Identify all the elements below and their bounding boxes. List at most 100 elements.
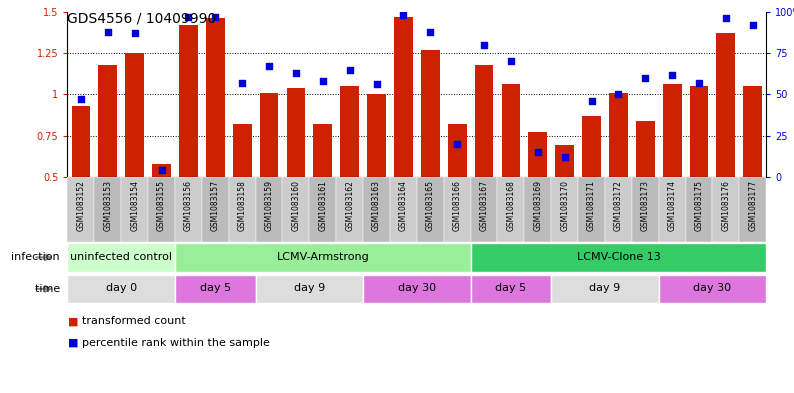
Text: GSM1083153: GSM1083153 <box>103 180 112 231</box>
Bar <box>605 177 632 242</box>
Text: GSM1083164: GSM1083164 <box>399 180 408 231</box>
Text: GSM1083155: GSM1083155 <box>157 180 166 231</box>
Point <box>317 78 330 84</box>
Bar <box>394 17 413 177</box>
Bar <box>67 177 94 242</box>
Bar <box>256 275 363 303</box>
Point <box>182 14 195 20</box>
Text: GSM1083177: GSM1083177 <box>748 180 757 231</box>
Text: day 5: day 5 <box>495 283 526 293</box>
Bar <box>609 93 628 177</box>
Bar <box>502 84 520 177</box>
Bar <box>363 275 471 303</box>
Bar <box>663 84 681 177</box>
Text: day 9: day 9 <box>589 283 621 293</box>
Bar <box>636 121 655 177</box>
Text: percentile rank within the sample: percentile rank within the sample <box>82 338 270 348</box>
Point <box>370 81 383 88</box>
Bar <box>471 243 766 272</box>
Bar <box>341 86 359 177</box>
Bar <box>229 177 256 242</box>
Text: GSM1083175: GSM1083175 <box>695 180 703 231</box>
Point <box>397 12 410 18</box>
Text: GSM1083156: GSM1083156 <box>184 180 193 231</box>
Point <box>236 80 249 86</box>
Bar <box>659 275 766 303</box>
Bar <box>202 177 229 242</box>
Bar <box>175 275 256 303</box>
Bar <box>256 177 283 242</box>
Point <box>612 91 625 97</box>
Bar <box>310 177 336 242</box>
Bar <box>367 94 386 177</box>
Text: day 9: day 9 <box>294 283 325 293</box>
Text: day 5: day 5 <box>200 283 231 293</box>
Point <box>102 28 114 35</box>
Bar <box>94 177 121 242</box>
Bar <box>528 132 547 177</box>
Text: GSM1083169: GSM1083169 <box>534 180 542 231</box>
Bar <box>690 86 708 177</box>
Point <box>692 80 705 86</box>
Bar <box>716 33 735 177</box>
Bar <box>98 64 118 177</box>
Text: GSM1083154: GSM1083154 <box>130 180 139 231</box>
Text: day 30: day 30 <box>693 283 731 293</box>
Bar <box>471 177 498 242</box>
Bar <box>152 163 171 177</box>
Bar <box>336 177 363 242</box>
Point <box>75 96 87 103</box>
Point <box>155 167 168 173</box>
Text: day 30: day 30 <box>398 283 436 293</box>
Bar <box>524 177 551 242</box>
Text: infection: infection <box>11 252 64 263</box>
Bar <box>283 177 310 242</box>
Text: GSM1083161: GSM1083161 <box>318 180 327 231</box>
Bar <box>179 25 198 177</box>
Text: GSM1083172: GSM1083172 <box>614 180 623 231</box>
Point <box>719 15 732 22</box>
Bar <box>67 275 175 303</box>
Text: GSM1083162: GSM1083162 <box>345 180 354 231</box>
Bar <box>475 64 493 177</box>
Bar <box>121 177 148 242</box>
Bar <box>287 88 306 177</box>
Bar <box>551 177 578 242</box>
Bar <box>685 177 712 242</box>
Text: GSM1083176: GSM1083176 <box>722 180 730 231</box>
Point <box>209 14 222 20</box>
Point <box>129 30 141 37</box>
Bar <box>71 106 91 177</box>
Bar <box>551 275 659 303</box>
Bar <box>67 243 175 272</box>
Bar <box>233 124 252 177</box>
Point <box>558 154 571 160</box>
Bar <box>712 177 739 242</box>
Text: GSM1083173: GSM1083173 <box>641 180 649 231</box>
Text: GSM1083170: GSM1083170 <box>560 180 569 231</box>
Point <box>263 63 276 70</box>
Bar <box>314 124 332 177</box>
Bar <box>498 177 524 242</box>
Point <box>746 22 759 28</box>
Bar <box>175 243 471 272</box>
Bar <box>555 145 574 177</box>
Bar <box>125 53 144 177</box>
Bar <box>421 50 440 177</box>
Text: uninfected control: uninfected control <box>70 252 172 262</box>
Text: day 0: day 0 <box>106 283 137 293</box>
Text: GSM1083152: GSM1083152 <box>76 180 86 231</box>
Text: GSM1083167: GSM1083167 <box>480 180 488 231</box>
Text: time: time <box>35 284 64 294</box>
Bar <box>390 177 417 242</box>
Text: GSM1083158: GSM1083158 <box>237 180 247 231</box>
Bar <box>743 86 762 177</box>
Text: GSM1083157: GSM1083157 <box>210 180 220 231</box>
Point <box>478 42 491 48</box>
Point <box>343 66 356 73</box>
Text: ■: ■ <box>67 316 78 326</box>
Text: GDS4556 / 10409990: GDS4556 / 10409990 <box>67 12 217 26</box>
Bar <box>175 177 202 242</box>
Text: ■: ■ <box>67 338 78 348</box>
Bar <box>417 177 444 242</box>
